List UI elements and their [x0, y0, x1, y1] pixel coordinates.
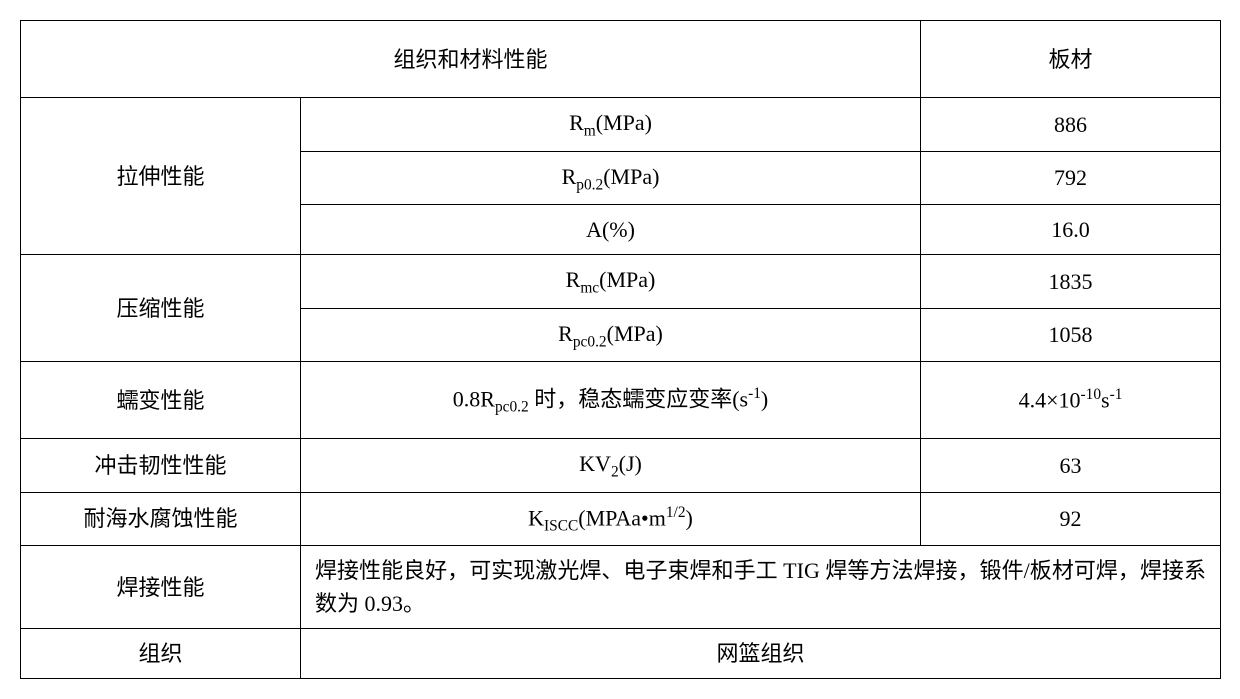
- table-row: 焊接性能 焊接性能良好，可实现激光焊、电子束焊和手工 TIG 焊等方法焊接，锻件…: [21, 546, 1221, 629]
- tensile-rm-param: Rm(MPa): [301, 98, 921, 152]
- impact-label: 冲击韧性性能: [21, 439, 301, 493]
- tensile-rp02-param: Rp0.2(MPa): [301, 151, 921, 205]
- corrosion-label: 耐海水腐蚀性能: [21, 492, 301, 546]
- impact-value: 63: [921, 439, 1221, 493]
- header-structure-material: 组织和材料性能: [21, 21, 921, 98]
- creep-value: 4.4×10-10s-1: [921, 362, 1221, 439]
- material-properties-table: 组织和材料性能 板材 拉伸性能 Rm(MPa) 886 Rp0.2(MPa) 7…: [20, 20, 1221, 679]
- table-row: 蠕变性能 0.8Rpc0.2 时，稳态蠕变应变率(s-1) 4.4×10-10s…: [21, 362, 1221, 439]
- compression-rmc-value: 1835: [921, 255, 1221, 309]
- tensile-rm-value: 886: [921, 98, 1221, 152]
- table-row: 组织和材料性能 板材: [21, 21, 1221, 98]
- corrosion-param: KISCC(MPAa•m1/2): [301, 492, 921, 546]
- tensile-label: 拉伸性能: [21, 98, 301, 255]
- microstructure-label: 组织: [21, 629, 301, 679]
- impact-param: KV2(J): [301, 439, 921, 493]
- welding-label: 焊接性能: [21, 546, 301, 629]
- header-plate: 板材: [921, 21, 1221, 98]
- compression-rpc02-param: Rpc0.2(MPa): [301, 308, 921, 362]
- creep-label: 蠕变性能: [21, 362, 301, 439]
- tensile-a-param: A(%): [301, 205, 921, 255]
- compression-label: 压缩性能: [21, 255, 301, 362]
- creep-param: 0.8Rpc0.2 时，稳态蠕变应变率(s-1): [301, 362, 921, 439]
- table-row: 组织 网篮组织: [21, 629, 1221, 679]
- table-row: 冲击韧性性能 KV2(J) 63: [21, 439, 1221, 493]
- welding-desc: 焊接性能良好，可实现激光焊、电子束焊和手工 TIG 焊等方法焊接，锻件/板材可焊…: [301, 546, 1221, 629]
- compression-rpc02-value: 1058: [921, 308, 1221, 362]
- table-row: 拉伸性能 Rm(MPa) 886: [21, 98, 1221, 152]
- table-row: 压缩性能 Rmc(MPa) 1835: [21, 255, 1221, 309]
- tensile-rp02-value: 792: [921, 151, 1221, 205]
- table-row: 耐海水腐蚀性能 KISCC(MPAa•m1/2) 92: [21, 492, 1221, 546]
- compression-rmc-param: Rmc(MPa): [301, 255, 921, 309]
- tensile-a-value: 16.0: [921, 205, 1221, 255]
- microstructure-value: 网篮组织: [301, 629, 1221, 679]
- corrosion-value: 92: [921, 492, 1221, 546]
